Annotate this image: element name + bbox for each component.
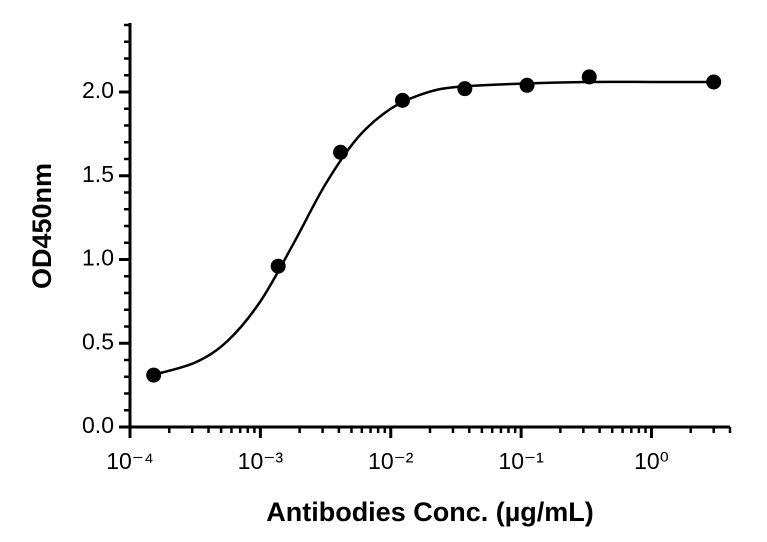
data-point (519, 77, 535, 93)
x-tick-label: 10⁻⁴ (106, 448, 154, 474)
x-tick-label: 10⁻² (368, 448, 414, 474)
data-point (146, 367, 162, 383)
data-point (270, 258, 286, 274)
data-point (457, 81, 473, 97)
fit-curve (151, 80, 714, 377)
y-axis-label: OD450nm (27, 163, 57, 289)
x-tick-label: 10⁰ (634, 448, 669, 474)
y-tick-label: 1.0 (82, 245, 114, 271)
x-tick-label: 10⁻³ (238, 448, 284, 474)
data-point (333, 144, 349, 160)
y-tick-label: 1.5 (82, 161, 114, 187)
y-tick-label: 0.0 (82, 412, 114, 438)
y-tick-label: 2.0 (82, 77, 114, 103)
y-tick-label: 0.5 (82, 328, 114, 354)
x-axis-label: Antibodies Conc. (µg/mL) (266, 497, 594, 527)
x-tick-label: 10⁻¹ (498, 448, 544, 474)
data-point (581, 69, 597, 85)
data-point (394, 92, 410, 108)
data-point (706, 74, 722, 90)
